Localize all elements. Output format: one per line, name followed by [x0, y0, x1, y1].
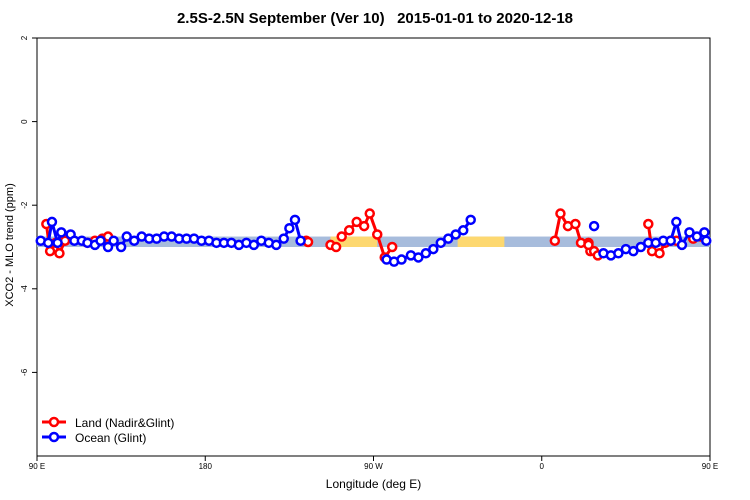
land-point [336, 231, 347, 242]
land-point [351, 216, 362, 228]
ocean-point [289, 214, 301, 226]
y-tick-label: -2 [20, 201, 29, 209]
legend-land-marker [48, 416, 60, 428]
ocean-point [95, 235, 106, 246]
ocean-point [248, 239, 260, 251]
ocean-point [413, 252, 424, 263]
ocean-point [102, 241, 114, 253]
x-axis-label: Longitude (deg E) [325, 477, 422, 491]
land-point [364, 208, 376, 219]
land-point [371, 229, 383, 240]
chart-title: 2.5S-2.5N September (Ver 10) 2015-01-01 … [176, 10, 574, 27]
axis-layer: 2 0 -2 -4 -6 90 E 180 90 W 0 90 E [20, 35, 718, 471]
y-tick-label: -4 [20, 285, 29, 293]
band-highlight [457, 236, 505, 247]
ocean-point [42, 237, 54, 249]
legend-land-label: Land (Nadir&Glint) [75, 416, 174, 430]
band-layer [37, 236, 710, 247]
ocean-point [435, 237, 447, 249]
land-point [330, 241, 342, 253]
band-highlight [330, 236, 378, 247]
ocean-point [46, 216, 58, 228]
ocean-point [428, 243, 439, 255]
land-point [549, 235, 561, 246]
ocean-point [271, 239, 282, 251]
ocean-point [115, 241, 127, 253]
legend-ocean-label: Ocean (Glint) [75, 431, 146, 445]
land-point [643, 218, 654, 230]
y-tick-label: 2 [20, 35, 29, 40]
land-point [583, 239, 594, 251]
x-tick-label: 180 [199, 462, 213, 471]
ocean-point [701, 235, 712, 246]
ocean-point [671, 216, 682, 228]
land-point [54, 248, 65, 259]
ocean-point [635, 241, 647, 253]
ocean-point [420, 248, 432, 259]
y-tick-label: -6 [20, 368, 29, 376]
ocean-point [108, 235, 119, 246]
land-point [555, 208, 566, 219]
series-layer [35, 208, 712, 267]
ocean-point [588, 220, 600, 232]
ocean-point [396, 254, 407, 265]
ocean-point [465, 214, 476, 226]
land-point [343, 225, 355, 236]
ocean-point [56, 227, 67, 238]
x-tick-label: 90 W [364, 462, 383, 471]
ocean-point [684, 227, 695, 238]
ocean-point [457, 225, 469, 236]
land-point [654, 248, 665, 259]
land-point [570, 218, 581, 230]
ocean-point [699, 227, 710, 238]
x-tick-label: 0 [540, 462, 545, 471]
ocean-point [628, 245, 639, 257]
ocean-point [52, 237, 63, 249]
ocean-point [295, 235, 306, 246]
legend-ocean-marker [48, 431, 60, 443]
ocean-point [121, 231, 132, 242]
ocean-point [691, 231, 703, 242]
land-point [386, 241, 398, 253]
land-point [358, 220, 370, 232]
y-tick-label: 0 [20, 119, 29, 124]
ocean-point [284, 222, 295, 234]
land-point [44, 245, 56, 257]
x-tick-label: 90 E [702, 462, 718, 471]
y-axis-label: XCO2 - MLO trend (ppm) [4, 183, 16, 307]
ocean-point [676, 239, 688, 251]
ocean-point [665, 235, 676, 246]
ocean-point [278, 233, 290, 244]
ocean-point [613, 248, 624, 259]
legend: Land (Nadir&Glint) Ocean (Glint) [42, 416, 174, 445]
x-tick-label: 90 E [29, 462, 45, 471]
ocean-point [450, 229, 462, 240]
ocean-point [443, 233, 454, 244]
ocean-point [128, 235, 140, 246]
